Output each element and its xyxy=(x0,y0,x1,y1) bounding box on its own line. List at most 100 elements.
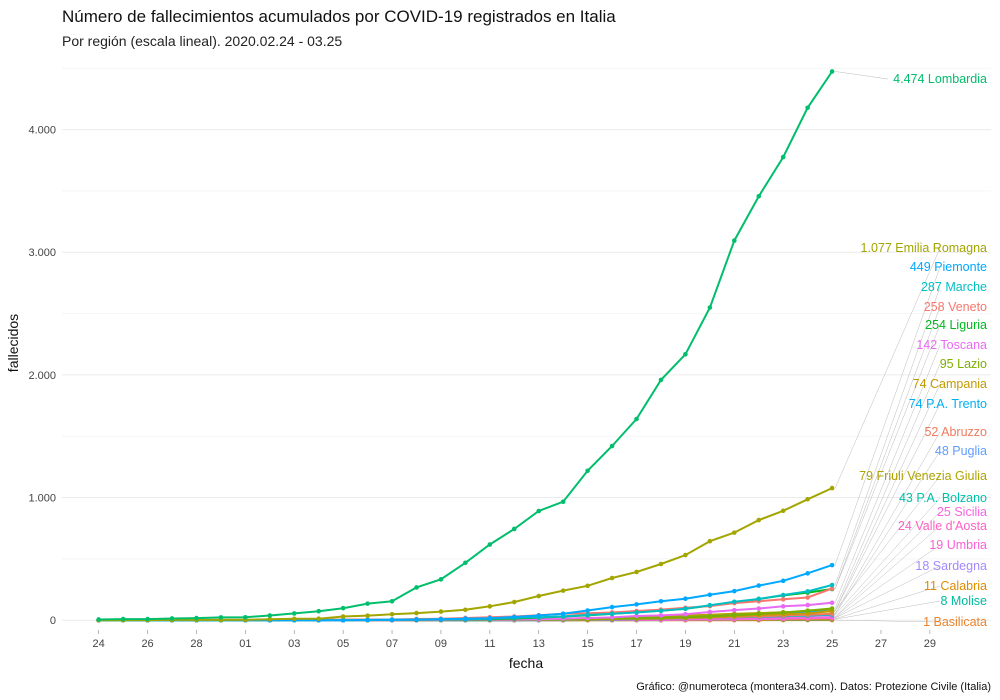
data-point xyxy=(829,582,835,588)
label-leader xyxy=(834,306,941,589)
data-point xyxy=(658,608,664,614)
series-end-label: 48 Puglia xyxy=(935,444,987,458)
data-point xyxy=(194,615,199,621)
series-end-label: 24 Valle d'Aosta xyxy=(898,519,987,533)
data-point xyxy=(780,508,786,514)
data-point xyxy=(316,616,321,622)
data-point xyxy=(511,526,517,532)
data-point xyxy=(169,616,175,621)
data-point xyxy=(609,443,615,449)
data-point xyxy=(560,611,566,617)
series-end-label: 449 Piemonte xyxy=(910,260,987,274)
label-leader xyxy=(834,450,941,615)
data-point xyxy=(805,608,810,613)
data-point xyxy=(291,611,297,616)
data-point xyxy=(463,607,468,613)
data-point xyxy=(658,377,664,383)
data-point xyxy=(829,562,835,568)
series-end-label: 4.474 Lombardia xyxy=(893,72,987,86)
data-point xyxy=(683,606,688,611)
x-tick-label: 05 xyxy=(337,638,349,650)
label-leader xyxy=(834,403,941,612)
data-point xyxy=(707,305,713,310)
data-point xyxy=(414,610,419,616)
data-point xyxy=(560,588,566,593)
data-point xyxy=(780,604,786,609)
x-tick-label: 29 xyxy=(924,638,936,650)
x-tick-label: 23 xyxy=(777,638,789,650)
data-point xyxy=(438,577,444,582)
data-point xyxy=(658,599,664,604)
data-point xyxy=(756,583,762,588)
x-axis-title: fecha xyxy=(509,655,543,671)
x-tick-label: 17 xyxy=(630,638,642,650)
data-point xyxy=(463,616,468,621)
x-tick-label: 15 xyxy=(581,638,593,650)
data-point xyxy=(267,613,273,618)
series-end-label: 1 Basilicata xyxy=(923,615,987,629)
label-leader xyxy=(834,544,941,619)
series-end-label: 25 Sicilia xyxy=(937,505,987,519)
data-point xyxy=(585,583,590,589)
y-tick-label: 3.000 xyxy=(28,247,56,259)
data-point xyxy=(96,617,101,622)
data-point xyxy=(756,517,762,523)
label-leader xyxy=(834,525,941,618)
data-point xyxy=(805,105,810,111)
data-point xyxy=(365,613,370,618)
series-end-label: 254 Liguria xyxy=(925,318,987,332)
series-end-label: 43 P.A. Bolzano xyxy=(899,491,987,505)
series-end-label: 8 Molise xyxy=(940,594,987,608)
data-point xyxy=(438,616,444,622)
data-point xyxy=(634,613,639,619)
data-point xyxy=(243,614,248,620)
label-leader xyxy=(834,363,941,609)
data-point xyxy=(829,606,835,611)
data-point xyxy=(120,616,126,622)
label-leader xyxy=(834,475,941,611)
series-end-label: 287 Marche xyxy=(921,280,987,294)
data-point xyxy=(609,611,615,617)
data-point xyxy=(829,69,835,74)
data-point xyxy=(389,617,395,622)
data-point xyxy=(732,588,737,594)
data-point xyxy=(634,416,639,422)
label-leader xyxy=(835,600,941,620)
y-axis-title: fallecidos xyxy=(5,314,21,372)
chart-title: Número de fallecimientos acumulados por … xyxy=(62,7,616,26)
data-point xyxy=(683,552,688,558)
data-point xyxy=(487,615,493,621)
data-point xyxy=(316,608,321,614)
x-tick-label: 11 xyxy=(484,638,495,650)
x-tick-label: 01 xyxy=(239,638,251,650)
data-point xyxy=(585,608,590,613)
x-tick-label: 26 xyxy=(141,638,153,650)
label-leader xyxy=(834,344,941,603)
data-point xyxy=(658,561,664,567)
data-point xyxy=(780,597,786,602)
label-leader xyxy=(834,511,941,618)
data-point xyxy=(756,194,762,199)
series-end-label: 74 P.A. Trento xyxy=(909,397,987,411)
data-point xyxy=(536,593,542,599)
chart-caption: Gráfico: @numeroteca (montera34.com). Da… xyxy=(636,681,991,693)
data-point xyxy=(365,601,370,606)
data-point xyxy=(756,596,762,602)
label-leader xyxy=(834,497,941,616)
x-axis-ticks: 24 26 28 01 03 05 07 09 11 13 15 17 19 21 23 25 27 29 xyxy=(93,630,936,650)
y-axis-ticks: 0 1.000 2.000 3.000 4.000 xyxy=(28,125,56,628)
data-point xyxy=(267,616,273,622)
series-end-label: 19 Umbria xyxy=(929,538,987,552)
data-point xyxy=(609,615,615,620)
label-leader-lines xyxy=(834,71,941,623)
x-tick-label: 28 xyxy=(190,638,202,650)
data-point xyxy=(780,592,786,598)
data-point xyxy=(463,560,468,566)
label-leader xyxy=(834,565,941,619)
data-point xyxy=(340,605,346,611)
series-end-label: 18 Sardegna xyxy=(915,559,987,573)
label-leader xyxy=(834,324,941,590)
data-point xyxy=(414,585,419,590)
label-leader xyxy=(834,247,941,489)
